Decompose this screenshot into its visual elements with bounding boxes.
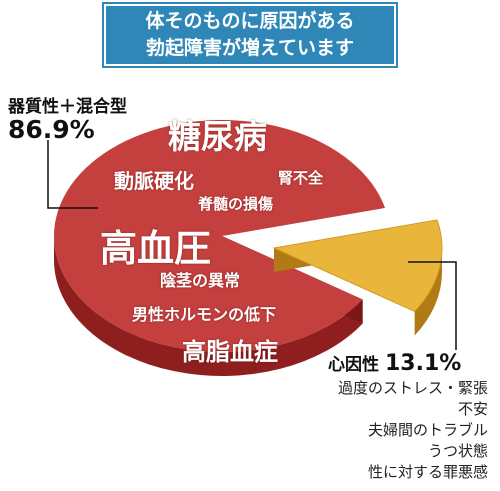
organic-cause: 動脈硬化	[114, 169, 194, 193]
organic-cause: 陰茎の異常	[160, 271, 241, 290]
organic-percent: 86.9%	[8, 115, 95, 144]
psychogenic-slice-side	[414, 248, 442, 336]
header-banner: 体そのものに原因がある 勃起障害が増えています	[104, 4, 396, 66]
organic-cause: 高脂血症	[182, 338, 278, 366]
psychogenic-cause: 性に対する罪悪感	[367, 463, 488, 481]
psychogenic-cause: 過度のストレス・緊張	[337, 379, 488, 397]
organic-cause: 男性ホルモンの低下	[132, 305, 277, 324]
organic-leader-line	[47, 140, 98, 209]
psychogenic-heading: 心因性 13.1%	[328, 350, 461, 376]
psychogenic-cause: うつ状態	[427, 442, 488, 460]
psychogenic-cause-list: 過度のストレス・緊張 不安 夫婦間のトラブル うつ状態 性に対する罪悪感	[338, 378, 488, 483]
organic-cause: 高血圧	[100, 227, 211, 270]
header-line-2: 勃起障害が増えています	[145, 37, 355, 59]
organic-label: 器質性＋混合型	[8, 97, 127, 117]
organic-slice-side	[53, 236, 363, 377]
organic-cause: 脊髄の損傷	[198, 195, 274, 213]
psychogenic-slice	[272, 219, 443, 313]
organic-slice	[53, 120, 386, 352]
organic-cause: 腎不全	[278, 169, 324, 187]
psychogenic-cause: 不安	[457, 400, 488, 418]
psychogenic-leader-line	[408, 261, 457, 350]
organic-cause: 糖尿病	[168, 117, 267, 156]
psychogenic-cause: 夫婦間のトラブル	[367, 421, 488, 439]
psychogenic-label: 心因性	[328, 355, 379, 375]
header-line-1: 体そのものに原因がある	[145, 10, 355, 32]
leader-lines	[47, 140, 457, 350]
psychogenic-percent: 13.1%	[385, 351, 462, 376]
